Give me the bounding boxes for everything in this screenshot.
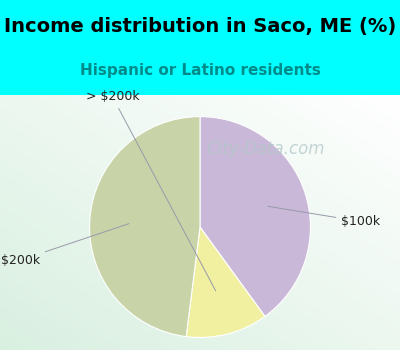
Wedge shape <box>200 117 310 316</box>
Text: Hispanic or Latino residents: Hispanic or Latino residents <box>80 63 320 78</box>
Text: > $200k: > $200k <box>86 90 216 291</box>
Wedge shape <box>186 227 265 337</box>
Text: $100k: $100k <box>268 206 380 228</box>
Text: Income distribution in Saco, ME (%): Income distribution in Saco, ME (%) <box>4 17 396 36</box>
Text: $200k: $200k <box>1 224 129 267</box>
Text: City-Data.com: City-Data.com <box>206 140 325 158</box>
Wedge shape <box>90 117 200 337</box>
